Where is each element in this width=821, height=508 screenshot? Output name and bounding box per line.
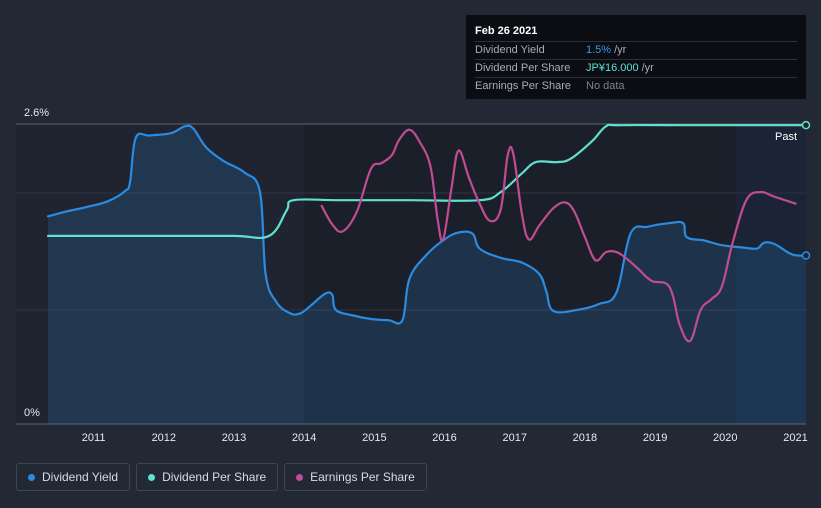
past-label: Past [775,131,797,143]
x-tick-label: 2016 [432,432,456,444]
x-tick-label: 2021 [783,432,807,444]
axes: 2.6% 0% Past 2011 2012 2013 2014 2015 2016 2017 20… [24,107,808,444]
tooltip-value: 1.5% [586,44,612,56]
chart-legend: Dividend Yield Dividend Per Share Earnin… [16,463,427,491]
tooltip-row-dividend-per-share: Dividend Per Share JP¥16.000/yr [475,60,797,78]
legend-dot-icon [28,473,35,481]
legend-label: Dividend Yield [42,470,119,484]
legend-dot-icon [148,473,156,481]
hover-tooltip: Feb 26 2021 Dividend Yield 1.5%/yr Divid… [466,15,806,99]
legend-label: Earnings Per Share [310,470,415,484]
dividend-per-share-end-marker [801,120,811,130]
tooltip-unit: /yr [614,44,627,56]
y-axis-min-label: 0% [24,407,40,419]
legend-dividend-yield[interactable]: Dividend Yield [16,463,131,491]
legend-label: Dividend Per Share [162,470,267,484]
past-shaded-region [735,124,806,424]
tooltip-label: Dividend Yield [475,44,545,56]
legend-dot-icon [296,473,304,481]
x-tick-label: 2012 [152,432,176,444]
x-tick-label: 2018 [573,432,597,444]
x-tick-label: 2013 [222,432,246,444]
tooltip-unit: /yr [641,62,654,74]
tooltip-value: No data [586,80,625,92]
dividend-yield-area [48,125,806,424]
y-axis-max-label: 2.6% [24,107,49,119]
x-tick-label: 2014 [292,432,316,444]
dividend-yield-line [46,124,808,325]
tooltip-date: Feb 26 2021 [475,23,797,42]
x-tick-label: 2020 [713,432,737,444]
x-tick-label: 2015 [362,432,386,444]
tooltip-label: Dividend Per Share [475,62,571,74]
dividend-per-share-line [46,123,808,240]
tooltip-row-earnings-per-share: Earnings Per Share No data [475,78,797,95]
end-markers [801,120,811,260]
gridlines [16,123,806,425]
legend-dividend-per-share[interactable]: Dividend Per Share [136,463,279,491]
dividend-yield-end-marker [801,251,811,260]
x-tick-label: 2019 [643,432,667,444]
tooltip-value: JP¥16.000 [586,62,639,74]
x-tick-label: 2011 [82,432,106,444]
tooltip-label: Earnings Per Share [475,80,571,92]
earnings-per-share-line [320,128,797,343]
series-layer [46,123,808,424]
tooltip-row-dividend-yield: Dividend Yield 1.5%/yr [475,42,797,60]
x-tick-label: 2017 [502,432,526,444]
legend-earnings-per-share[interactable]: Earnings Per Share [284,463,427,491]
